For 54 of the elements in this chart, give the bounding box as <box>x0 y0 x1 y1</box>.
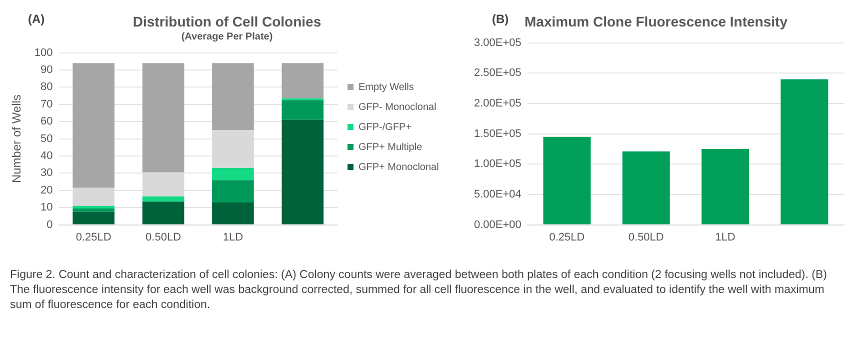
bar <box>72 208 115 212</box>
bar <box>282 100 324 120</box>
chart-title: Distribution of Cell Colonies <box>132 13 322 30</box>
y-axis-title: Number of Wells <box>10 94 24 184</box>
y-tick-label: 1.00E+05 <box>474 158 522 170</box>
y-tick-label: 90 <box>40 64 53 76</box>
x-tick-label: 1LD <box>222 231 244 244</box>
bar <box>212 202 254 224</box>
y-tick-label: 3.00E+05 <box>474 36 522 49</box>
bar <box>212 168 254 180</box>
bar <box>543 136 591 224</box>
bar <box>72 63 115 188</box>
y-tick-label: 40 <box>40 150 53 162</box>
bar <box>72 212 115 224</box>
chart-title: Maximum Clone Fluorescence Intensity <box>524 13 788 30</box>
bar <box>142 196 184 202</box>
bar <box>622 151 670 224</box>
bar <box>702 148 750 224</box>
y-tick-label: 0 <box>46 218 53 231</box>
x-tick-label: 0.25LD <box>549 231 585 244</box>
legend-label: GFP- Monoclonal <box>358 102 436 113</box>
legend-label: GFP+ Monoclonal <box>358 162 439 173</box>
x-tick-label: 0.25LD <box>76 231 112 244</box>
y-tick-label: 20 <box>40 184 53 196</box>
bar <box>212 180 254 202</box>
bar <box>142 202 184 224</box>
legend-label: Empty Wells <box>358 82 414 93</box>
y-tick-label: 50 <box>40 132 53 145</box>
y-tick-label: 70 <box>40 98 53 110</box>
y-tick-label: 30 <box>40 167 53 180</box>
legend-label: GFP+ Multiple <box>358 142 423 153</box>
y-tick-label: 1.50E+05 <box>474 128 522 140</box>
y-tick-label: 80 <box>40 81 53 94</box>
y-tick-label: 2.50E+05 <box>474 67 522 80</box>
text: (B) <box>492 12 509 26</box>
chart-subtitle: (Average Per Plate) <box>181 32 273 43</box>
bar <box>282 63 324 98</box>
legend-label: GFP-/GFP+ <box>358 122 412 133</box>
x-tick-label: 1LD <box>715 231 736 244</box>
y-tick-label: 100 <box>34 46 53 59</box>
y-tick-label: 2.00E+05 <box>474 98 522 110</box>
y-tick-label: 0.00E+00 <box>474 218 522 231</box>
y-tick-label: 5.00E+04 <box>474 188 522 200</box>
bar <box>142 63 184 172</box>
bar <box>282 120 324 224</box>
caption: Figure 2. Count and characterization of cell colonies: (A) Colony counts were averaged between both plates of each condition (2 focusing wells not included). (B) The fluorescence intensity for each well was background corrected, summed for all cell fluorescence in the well, and evaluated to identify the well with maximum sum of fluorescence for each condition. <box>10 268 828 313</box>
bar <box>72 206 115 208</box>
y-tick-label: 10 <box>40 202 53 214</box>
bar <box>780 79 828 224</box>
x-tick-label: 0.50LD <box>146 231 182 244</box>
y-tick-label: 60 <box>40 116 53 128</box>
bar <box>212 63 254 130</box>
text: (A) <box>28 12 45 26</box>
x-tick-label: 0.50LD <box>628 231 664 244</box>
